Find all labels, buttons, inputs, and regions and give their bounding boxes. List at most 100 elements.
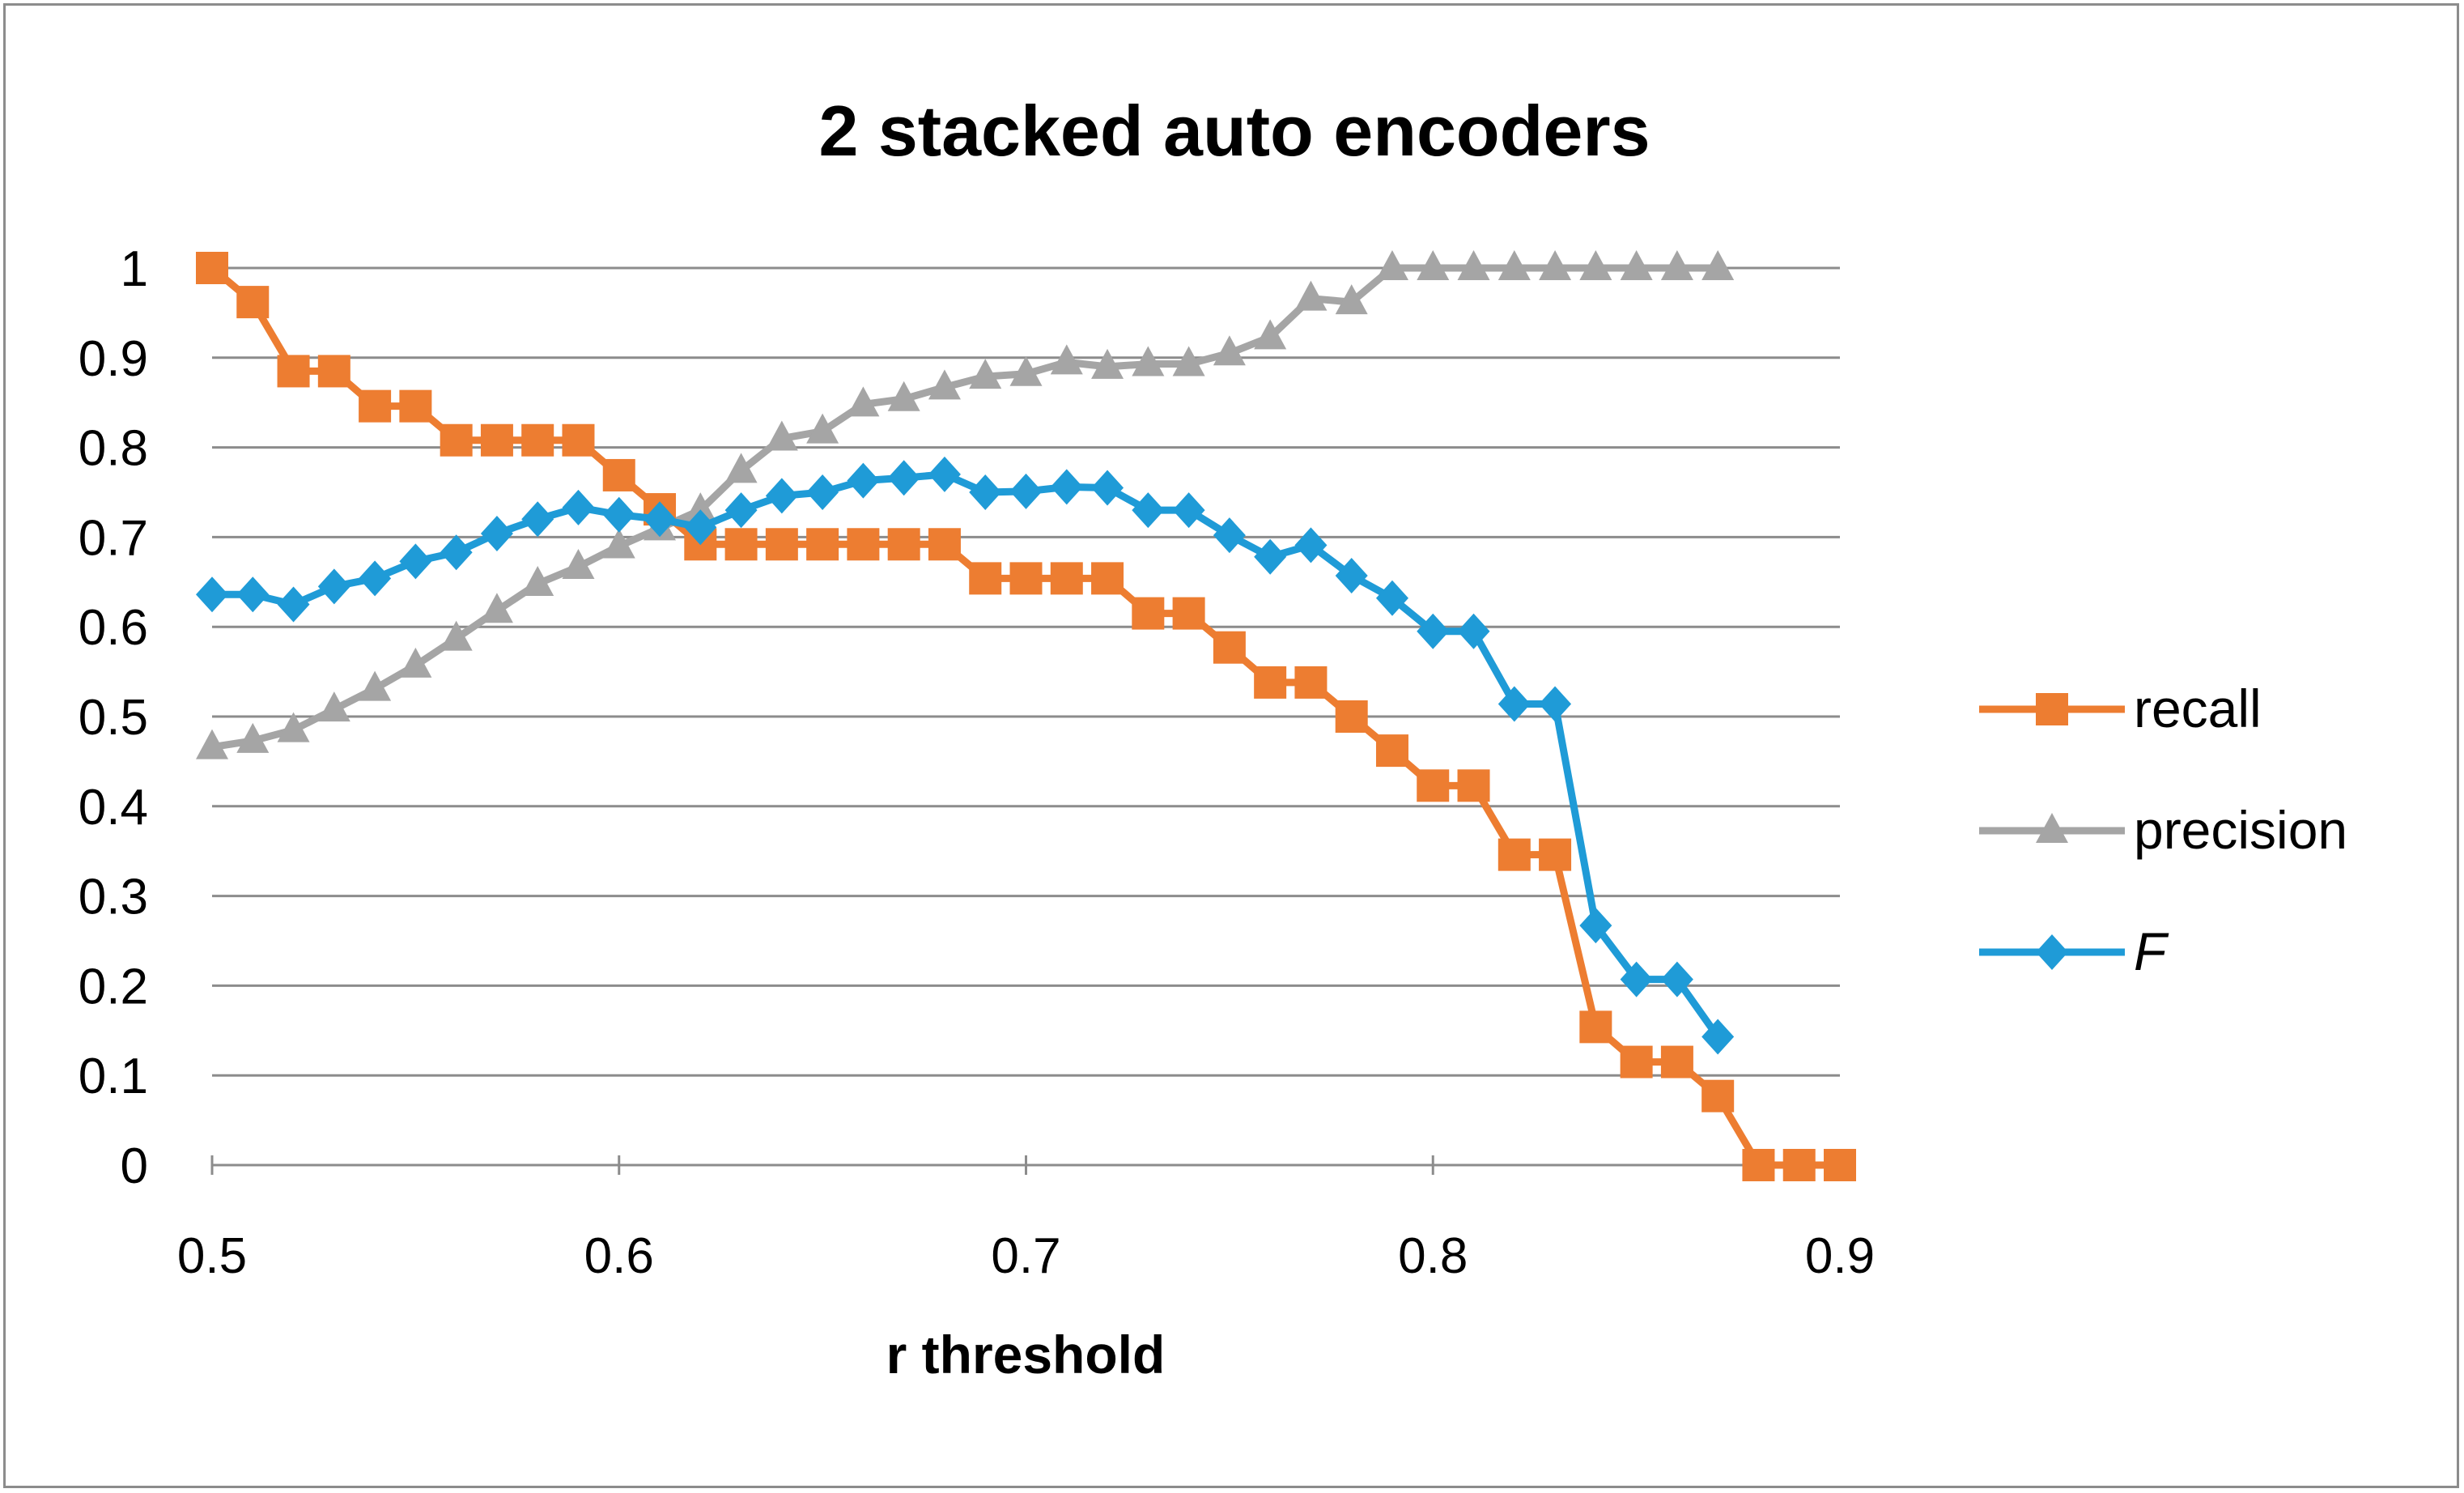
tick-labels: 0 0.1 0.2 0.3 0.4 0.5 0.6 0.7 0.8 0.9 1 0.5 0.6 0.7 0.… [79, 241, 1875, 1284]
data-point-precision [1009, 355, 1043, 386]
data-point-recall [1375, 734, 1408, 768]
data-point-f [1254, 538, 1287, 575]
gridlines [212, 266, 1840, 1077]
y-tick-label: 0.7 [79, 510, 148, 566]
data-point-recall [277, 355, 310, 388]
data-point-f [847, 462, 880, 499]
data-point-recall [1294, 666, 1328, 699]
data-point-precision [684, 492, 717, 523]
data-point-recall [887, 528, 920, 561]
data-point-precision [359, 670, 392, 701]
data-point-precision [1294, 280, 1328, 311]
legend-label: F [2134, 921, 2169, 981]
legend-label: recall [2134, 678, 2262, 738]
data-point-precision [847, 386, 880, 417]
data-point-precision [1417, 250, 1450, 280]
data-point-recall [359, 389, 392, 423]
y-tick-label: 0.5 [79, 690, 148, 746]
y-tick-label: 0 [121, 1138, 148, 1194]
data-point-recall [1620, 1045, 1653, 1078]
data-point-recall [1335, 700, 1368, 733]
data-point-f [359, 560, 392, 597]
data-point-f [928, 456, 961, 492]
legend-item-f: F [1979, 921, 2169, 981]
data-point-f [1091, 470, 1124, 506]
data-point-f [806, 474, 839, 510]
data-point-f [887, 460, 920, 496]
chart-frame [3, 3, 2459, 1488]
data-point-recall [440, 423, 473, 457]
legend-item-recall: recall [1979, 678, 2262, 738]
data-point-f [277, 586, 310, 623]
data-point-f [1457, 613, 1490, 649]
data-point-recall [1050, 562, 1083, 595]
data-point-f [765, 478, 798, 514]
data-point-recall [196, 252, 228, 284]
data-point-f [521, 501, 554, 538]
data-point-f [644, 501, 677, 538]
data-point-recall [236, 286, 270, 319]
y-tick-label: 1 [121, 241, 148, 297]
legend-marker [2036, 813, 2068, 843]
data-point-precision [1254, 319, 1287, 350]
data-point-recall [1824, 1149, 1856, 1181]
data-point-f [196, 576, 228, 613]
data-point-recall [562, 423, 595, 457]
data-point-precision [521, 566, 554, 597]
data-point-f [1009, 473, 1043, 509]
data-point-precision [969, 359, 1002, 389]
data-point-f [1132, 492, 1165, 529]
data-point-recall [1782, 1149, 1816, 1181]
data-point-recall [1457, 769, 1490, 802]
data-point-recall [969, 562, 1002, 595]
data-point-precision [317, 691, 350, 722]
data-point-precision [399, 647, 432, 678]
x-tick-label: 0.9 [1805, 1228, 1875, 1284]
data-point-recall [1417, 769, 1450, 802]
data-point-precision [887, 381, 920, 411]
data-point-f [399, 543, 432, 580]
data-point-f [1335, 558, 1368, 594]
data-point-recall [399, 389, 432, 423]
data-point-recall [1660, 1045, 1693, 1078]
data-point-f [236, 576, 270, 613]
y-tick-label: 0.4 [79, 780, 148, 836]
data-point-precision [1172, 346, 1205, 376]
data-point-f [1620, 961, 1653, 997]
legend: recall precision F [1979, 678, 2347, 981]
data-point-recall [847, 528, 880, 561]
data-point-precision [928, 369, 961, 400]
data-point-precision [1050, 344, 1083, 375]
data-point-precision [1660, 250, 1693, 280]
data-point-precision [480, 593, 513, 623]
data-point-precision [602, 528, 635, 559]
data-point-precision [440, 620, 473, 651]
data-point-recall [806, 528, 839, 561]
data-point-f [1701, 1019, 1735, 1055]
axes [210, 1155, 1842, 1175]
data-point-recall [317, 355, 350, 388]
data-point-f [1417, 613, 1450, 649]
data-point-f [1498, 686, 1531, 722]
data-point-recall [928, 528, 961, 561]
data-point-recall [1498, 838, 1531, 871]
chart-title: 2 stacked auto encoders [818, 91, 1650, 171]
y-tick-label: 0.9 [79, 331, 148, 387]
data-point-precision [1539, 250, 1572, 280]
data-point-f [969, 474, 1002, 510]
data-point-recall [1742, 1149, 1775, 1181]
x-tick-label: 0.5 [177, 1228, 247, 1284]
data-point-precision [1375, 250, 1408, 280]
series [196, 250, 1856, 1181]
data-point-recall [1172, 597, 1205, 630]
y-tick-label: 0.3 [79, 870, 148, 925]
series-f [196, 456, 1735, 1055]
data-point-recall [1539, 838, 1572, 871]
x-tick-label: 0.6 [584, 1228, 654, 1284]
legend-marker [2036, 693, 2068, 725]
data-point-f [1539, 686, 1572, 722]
data-point-f [1213, 517, 1246, 554]
legend-marker [2036, 934, 2068, 970]
y-tick-label: 0.2 [79, 959, 148, 1014]
